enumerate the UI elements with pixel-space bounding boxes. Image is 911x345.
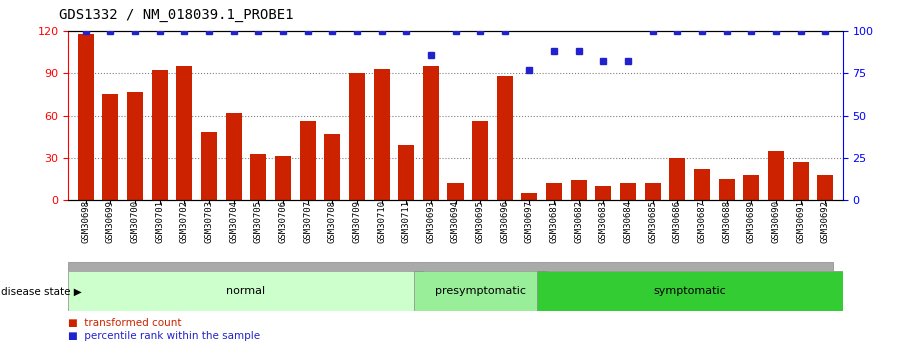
Bar bbox=[719, 179, 735, 200]
Bar bbox=[472, 121, 488, 200]
Bar bbox=[571, 180, 587, 200]
Text: symptomatic: symptomatic bbox=[653, 286, 726, 296]
Text: GSM30699: GSM30699 bbox=[106, 200, 115, 243]
Text: GSM30698: GSM30698 bbox=[81, 200, 90, 243]
Text: ■  transformed count: ■ transformed count bbox=[68, 318, 182, 327]
Text: normal: normal bbox=[226, 286, 265, 296]
Bar bbox=[596, 186, 611, 200]
Text: GSM30700: GSM30700 bbox=[130, 200, 139, 243]
Text: GSM30702: GSM30702 bbox=[179, 200, 189, 243]
Text: disease state ▶: disease state ▶ bbox=[1, 287, 82, 296]
Text: GSM30696: GSM30696 bbox=[500, 200, 509, 243]
Bar bbox=[226, 113, 241, 200]
Text: GSM30694: GSM30694 bbox=[451, 200, 460, 243]
Bar bbox=[694, 169, 710, 200]
Bar bbox=[398, 145, 415, 200]
Bar bbox=[793, 162, 809, 200]
Text: GSM30703: GSM30703 bbox=[204, 200, 213, 243]
Bar bbox=[620, 183, 636, 200]
Text: GSM30691: GSM30691 bbox=[796, 200, 805, 243]
Bar bbox=[537, 271, 843, 310]
Bar bbox=[151, 70, 168, 200]
Bar bbox=[201, 132, 217, 200]
Text: GSM30701: GSM30701 bbox=[155, 200, 164, 243]
Text: ■  percentile rank within the sample: ■ percentile rank within the sample bbox=[68, 332, 261, 341]
Bar bbox=[275, 156, 291, 200]
Text: GSM30693: GSM30693 bbox=[426, 200, 435, 243]
Text: GSM30681: GSM30681 bbox=[549, 200, 558, 243]
Text: GSM30711: GSM30711 bbox=[402, 200, 411, 243]
Bar bbox=[324, 134, 340, 200]
Bar bbox=[300, 121, 315, 200]
Bar bbox=[496, 76, 513, 200]
Text: GSM30707: GSM30707 bbox=[303, 200, 312, 243]
Text: GSM30683: GSM30683 bbox=[599, 200, 608, 243]
Text: GSM30689: GSM30689 bbox=[747, 200, 756, 243]
Bar bbox=[645, 183, 660, 200]
Text: GSM30706: GSM30706 bbox=[279, 200, 287, 243]
Text: GSM30687: GSM30687 bbox=[698, 200, 707, 243]
Text: GSM30686: GSM30686 bbox=[673, 200, 682, 243]
Text: GSM30695: GSM30695 bbox=[476, 200, 485, 243]
Bar bbox=[251, 154, 266, 200]
Text: GSM30690: GSM30690 bbox=[772, 200, 781, 243]
Bar bbox=[768, 151, 784, 200]
Bar bbox=[447, 183, 464, 200]
Text: GSM30708: GSM30708 bbox=[328, 200, 337, 243]
Bar bbox=[127, 92, 143, 200]
Bar bbox=[423, 66, 439, 200]
Text: GSM30685: GSM30685 bbox=[649, 200, 658, 243]
Bar bbox=[102, 95, 118, 200]
Bar bbox=[743, 175, 760, 200]
Text: GSM30684: GSM30684 bbox=[624, 200, 632, 243]
Bar bbox=[68, 271, 424, 310]
Text: GSM30705: GSM30705 bbox=[253, 200, 262, 243]
Bar bbox=[176, 66, 192, 200]
Text: presymptomatic: presymptomatic bbox=[435, 286, 526, 296]
Bar bbox=[349, 73, 365, 200]
Bar bbox=[546, 183, 562, 200]
Bar bbox=[670, 158, 685, 200]
Text: GSM30692: GSM30692 bbox=[821, 200, 830, 243]
Text: GSM30682: GSM30682 bbox=[574, 200, 583, 243]
Bar bbox=[817, 175, 834, 200]
Bar bbox=[77, 34, 94, 200]
Text: GSM30709: GSM30709 bbox=[353, 200, 362, 243]
Bar bbox=[414, 271, 547, 310]
Text: GSM30710: GSM30710 bbox=[377, 200, 386, 243]
Text: GSM30688: GSM30688 bbox=[722, 200, 732, 243]
Text: GSM30704: GSM30704 bbox=[229, 200, 238, 243]
Text: GSM30697: GSM30697 bbox=[525, 200, 534, 243]
Bar bbox=[521, 193, 537, 200]
Text: GDS1332 / NM_018039.1_PROBE1: GDS1332 / NM_018039.1_PROBE1 bbox=[59, 8, 293, 22]
Bar bbox=[374, 69, 390, 200]
